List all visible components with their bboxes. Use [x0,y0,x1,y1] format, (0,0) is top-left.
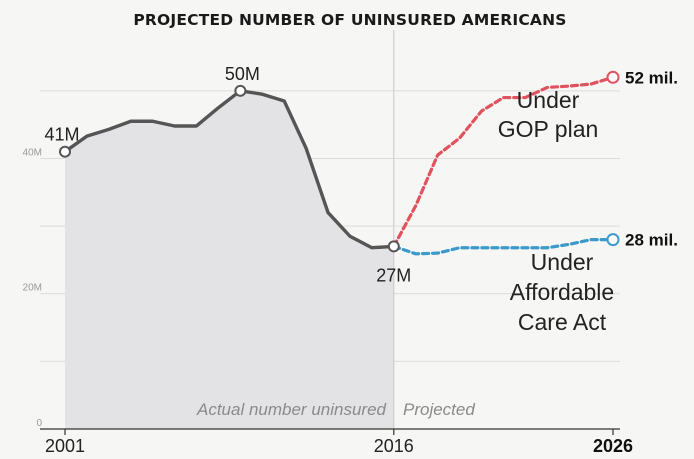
chart-title: PROJECTED NUMBER OF UNINSURED AMERICANS [133,11,566,29]
end-label: 52 mil. [625,68,678,87]
aca-annotation-line-2: Affordable [510,279,614,305]
aca-annotation-line-1: Under [531,249,594,275]
x-tick-label: 2001 [45,436,85,456]
series-line-aca [392,238,615,256]
aca-annotation-line-3: Care Act [518,309,607,335]
end-label: 28 mil. [625,231,678,250]
actual-area [65,90,394,430]
point-label: 41M [44,125,79,145]
y-tick-label: 0 [36,418,42,429]
x-tick-label: 2016 [374,436,414,456]
point-label: 50M [225,64,260,84]
gop-annotation-line-1: Under [517,87,580,113]
projected-region-label: Projected [403,400,475,419]
point-marker [234,84,247,97]
series-lines [63,75,615,256]
point-marker [387,240,400,253]
point-markers [59,70,620,253]
point-marker [59,145,71,158]
y-axis-ticks: 0 20M 40M [23,147,43,429]
x-tick-label: 2026 [593,436,633,456]
y-tick-label: 20M [23,283,42,294]
gop-annotation-line-2: GOP plan [498,116,599,142]
end-marker [606,233,620,247]
end-marker [606,70,620,84]
actual-region-label: Actual number uninsured [196,400,387,419]
series-line-actual [63,89,396,250]
y-tick-label: 40M [23,147,42,158]
series-line-gop [392,75,615,248]
point-labels: 41M 50M 27M 52 mil. 28 mil. [44,64,677,286]
x-axis-ticks: 2001 2016 2026 [45,429,633,456]
point-label: 27M [376,265,411,285]
